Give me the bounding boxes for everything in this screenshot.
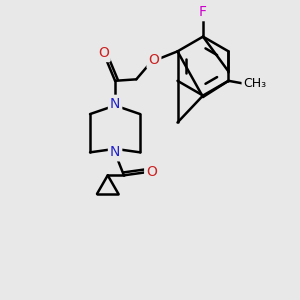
Text: N: N [110,146,120,159]
Text: F: F [199,5,207,19]
Text: O: O [148,53,159,67]
Text: O: O [146,165,157,179]
Text: O: O [98,46,109,60]
Text: CH₃: CH₃ [243,77,267,90]
Text: N: N [110,97,120,111]
